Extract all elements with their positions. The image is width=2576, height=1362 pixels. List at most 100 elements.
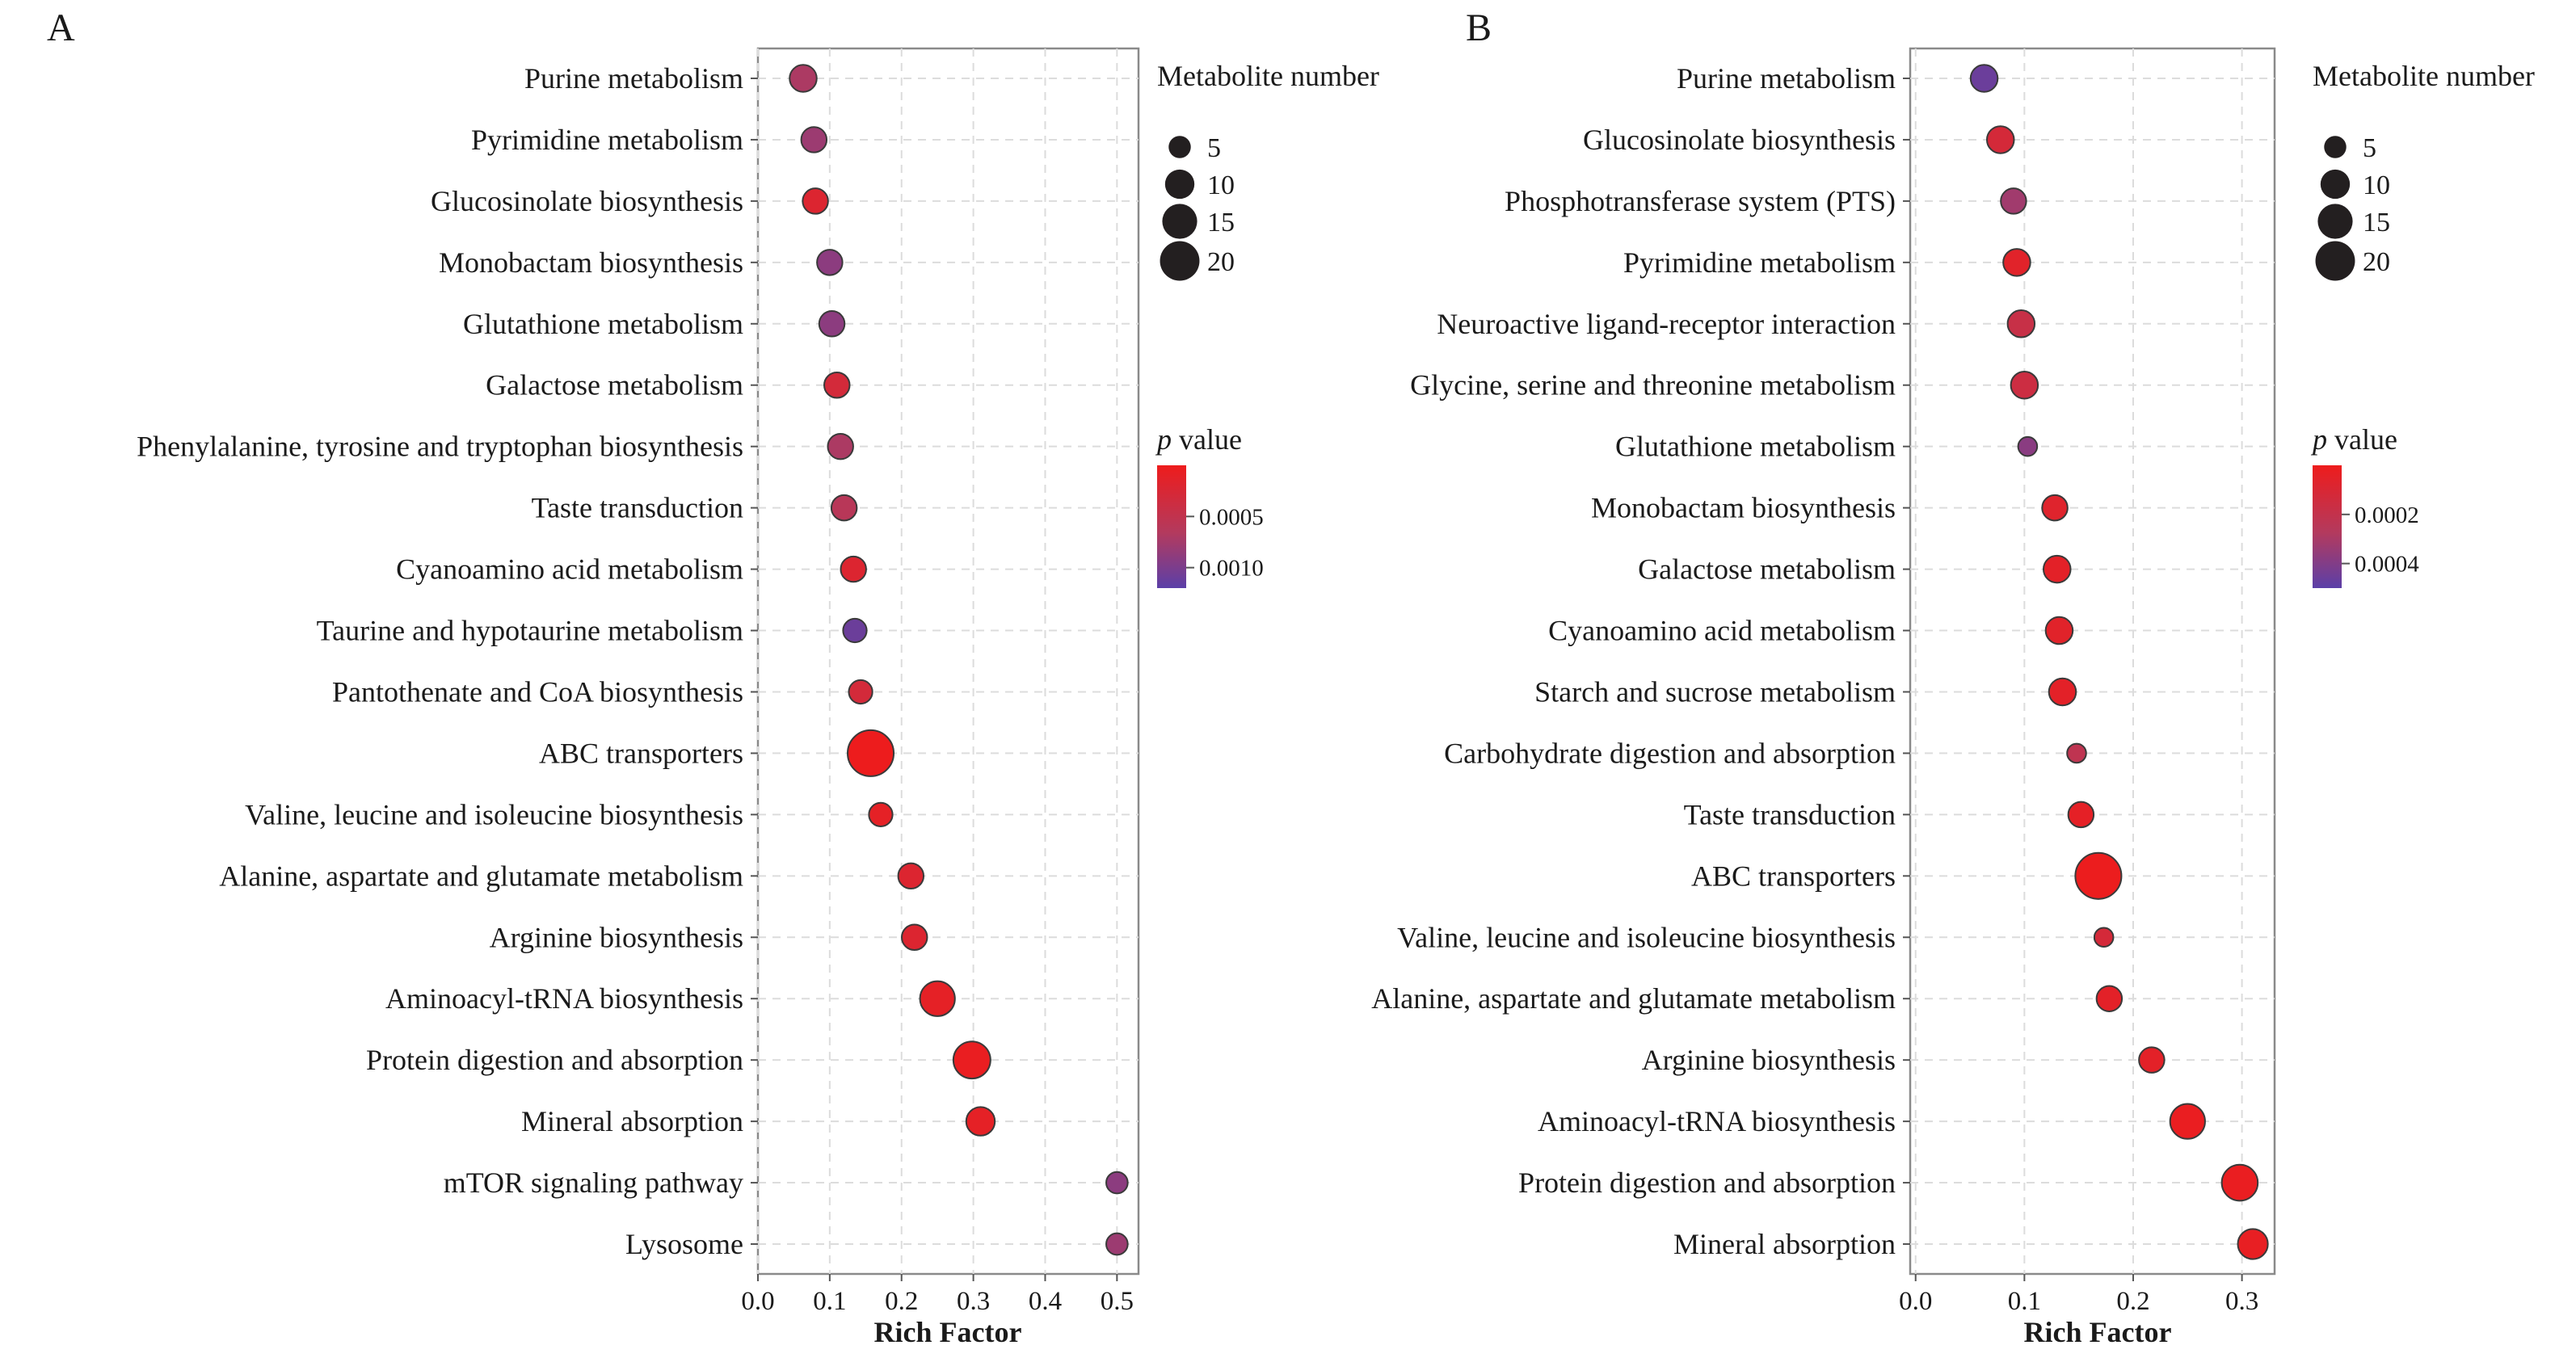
bubble-b — [2169, 1103, 2206, 1140]
size-legend-dot-a — [1164, 169, 1195, 200]
color-legend-title-a: p value — [1155, 423, 1242, 456]
size-legend-a: 5 10 15 20 — [1160, 133, 1235, 281]
bubble-b — [1985, 125, 2015, 154]
bubble-b — [2220, 1163, 2259, 1202]
size-legend-label-b: 20 — [2363, 247, 2390, 277]
bubble-b — [2000, 187, 2027, 215]
pathway-label-a: Glutathione metabolism — [463, 308, 743, 340]
pathway-label-b: Purine metabolism — [1677, 62, 1896, 95]
size-legend-dot-a — [1168, 136, 1191, 158]
bubble-a — [789, 64, 818, 93]
pathway-label-a: Taurine and hypotaurine metabolism — [317, 615, 743, 647]
bubble-b — [2095, 985, 2124, 1012]
pathway-labels-a: Purine metabolism Pyrimidine metabolism Gl… — [137, 62, 758, 1260]
pathway-label-a: ABC transporters — [539, 737, 743, 769]
pathway-label-b: Taste transduction — [1684, 798, 1896, 830]
pathway-label-b: ABC transporters — [1691, 860, 1896, 892]
bubble-b — [2010, 370, 2039, 400]
bubble-b — [2066, 742, 2087, 764]
bubble-a — [847, 729, 895, 777]
pathway-label-b: Cyanoamino acid metabolism — [1548, 615, 1896, 647]
size-legend-label-b: 15 — [2363, 208, 2390, 238]
size-legend-dot-b — [2324, 136, 2347, 158]
size-legend-dot-b — [2315, 241, 2355, 281]
x-axis-ticks-b: 0.0 0.1 0.2 0.3 — [1899, 1274, 2258, 1316]
size-legend-label-a: 10 — [1207, 170, 1235, 200]
size-legend-label-a: 15 — [1207, 208, 1235, 238]
pathway-label-b: Galactose metabolism — [1638, 553, 1896, 586]
pathway-label-a: Mineral absorption — [521, 1105, 743, 1137]
x-axis-title-a: Rich Factor — [874, 1316, 1022, 1348]
x-tick-label-a: 0.2 — [885, 1287, 918, 1316]
x-tick-label-a: 0.0 — [741, 1287, 774, 1316]
x-tick-label-b: 0.1 — [2008, 1287, 2041, 1316]
bubble-a — [897, 862, 925, 890]
pathway-label-b: Protein digestion and absorption — [1518, 1167, 1896, 1199]
pathway-label-a: Glucosinolate biosynthesis — [431, 185, 743, 217]
color-legend-title-rest-b: value — [2327, 423, 2397, 456]
color-bar-tick-label-b: 0.0004 — [2355, 552, 2419, 578]
x-axis-title-b: Rich Factor — [2024, 1316, 2172, 1348]
pathway-label-b: Pyrimidine metabolism — [1623, 246, 1896, 279]
x-tick-label-a: 0.1 — [813, 1287, 846, 1316]
pathway-label-a: mTOR signaling pathway — [444, 1167, 743, 1199]
bubble-b — [2048, 677, 2077, 707]
pathway-label-a: Arginine biosynthesis — [490, 921, 743, 953]
size-legend-title-a: Metabolite number — [1157, 60, 1379, 92]
color-legend-title-italic-a: p — [1155, 423, 1172, 456]
bubble-a — [965, 1106, 996, 1137]
grid-a — [757, 48, 1139, 1274]
color-bar-b — [2313, 465, 2342, 588]
bubble-a — [816, 249, 844, 276]
pathway-label-a: Valine, leucine and isoleucine biosynthe… — [245, 798, 743, 830]
plot-frame-b — [1909, 47, 2276, 1276]
bubble-a — [802, 187, 829, 215]
bubble-b — [1969, 64, 1999, 93]
color-bar-tick-label-b: 0.0002 — [2355, 502, 2419, 528]
size-legend-b: 5 10 15 20 — [2315, 133, 2390, 281]
size-legend-label-a: 5 — [1207, 133, 1221, 163]
pathway-label-b: Starch and sucrose metabolism — [1534, 675, 1896, 708]
bubble-a — [848, 679, 873, 705]
bubbles-a — [789, 64, 1129, 1256]
bubbles-b — [1969, 64, 2269, 1260]
bubble-a — [840, 555, 867, 583]
bubble-b — [2067, 801, 2095, 829]
color-legend-title-italic-b: p — [2310, 423, 2327, 456]
x-tick-label-b: 0.3 — [2225, 1287, 2258, 1316]
x-axis-ticks-a: 0.0 0.1 0.2 0.3 0.4 0.5 — [741, 1274, 1134, 1316]
bubble-b — [2138, 1046, 2166, 1074]
color-bar-a — [1157, 465, 1186, 588]
bubble-b — [2017, 435, 2039, 457]
size-legend-label-b: 10 — [2363, 170, 2390, 200]
pathway-label-b: Valine, leucine and isoleucine biosynthe… — [1397, 921, 1896, 953]
bubble-a — [830, 494, 858, 522]
bubble-a — [823, 372, 851, 399]
size-legend-label-b: 5 — [2363, 133, 2376, 163]
panel-b: B Purine metabolism Glucosinolate biosynt… — [1371, 6, 2535, 1348]
pathway-label-a: Monobactam biosynthesis — [439, 246, 743, 279]
bubble-a — [1105, 1232, 1129, 1256]
bubble-a — [868, 801, 894, 827]
panel-letter-b: B — [1466, 6, 1492, 49]
bubble-a — [827, 432, 854, 460]
pathway-label-b: Glucosinolate biosynthesis — [1583, 124, 1896, 156]
pathway-label-b: Carbohydrate digestion and absorption — [1444, 737, 1896, 769]
bubble-b — [2074, 851, 2123, 900]
pathway-label-a: Lysosome — [625, 1228, 743, 1260]
pathway-label-b: Phosphotransferase system (PTS) — [1505, 185, 1896, 217]
x-tick-label-b: 0.2 — [2116, 1287, 2149, 1316]
pathway-label-a: Cyanoamino acid metabolism — [396, 553, 743, 586]
size-legend-dot-b — [2320, 169, 2351, 200]
bubble-a — [818, 310, 846, 338]
pathway-label-a: Protein digestion and absorption — [366, 1044, 743, 1076]
size-legend-label-a: 20 — [1207, 247, 1235, 277]
pathway-label-b: Neuroactive ligand-receptor interaction — [1437, 308, 1896, 340]
bubble-a — [919, 980, 956, 1017]
color-legend-title-rest-a: value — [1172, 423, 1242, 456]
size-legend-title-b: Metabolite number — [2313, 60, 2535, 92]
pathway-label-b: Monobactam biosynthesis — [1591, 492, 1896, 524]
bubble-b — [2237, 1228, 2269, 1260]
color-bar-tick-label-a: 0.0005 — [1199, 504, 1264, 530]
